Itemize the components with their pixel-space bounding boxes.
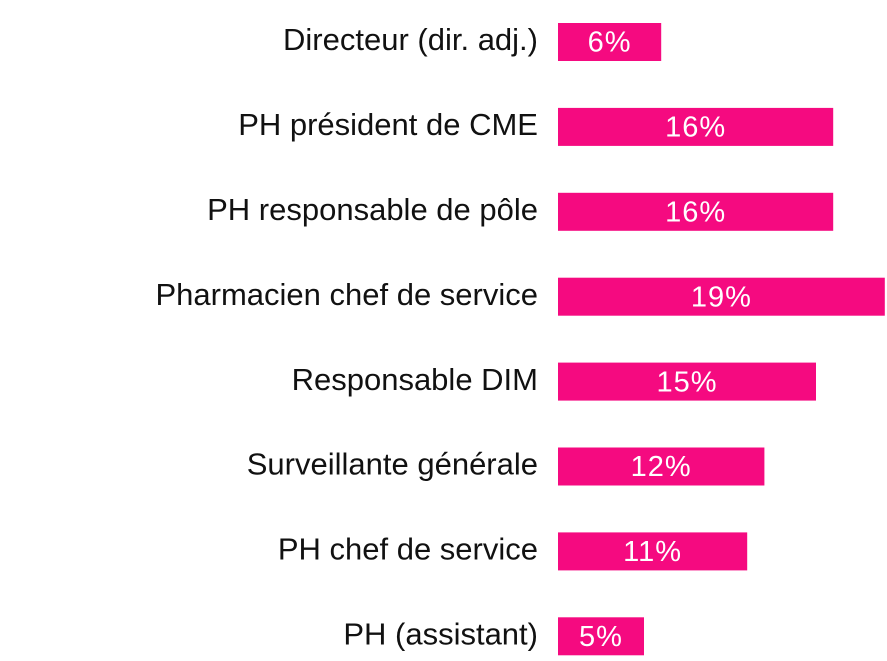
value-label: 6% <box>588 27 632 59</box>
category-label: Responsable DIM <box>292 362 538 397</box>
chart: Directeur (dir. adj.) 6% PH président de C… <box>0 0 887 661</box>
value-label: 5% <box>579 621 623 653</box>
category-label: PH responsable de pôle <box>207 192 538 227</box>
value-label: 15% <box>656 366 717 398</box>
value-label: 16% <box>665 112 726 144</box>
category-label: PH chef de service <box>278 532 538 567</box>
value-label: 19% <box>691 281 752 313</box>
value-label: 11% <box>623 536 682 568</box>
category-label: PH président de CME <box>238 107 538 142</box>
value-label: 12% <box>631 451 692 483</box>
category-label: Directeur (dir. adj.) <box>283 22 538 57</box>
category-label: Surveillante générale <box>247 447 538 482</box>
value-label: 16% <box>665 196 726 228</box>
category-label: Pharmacien chef de service <box>155 277 538 312</box>
category-label: PH (assistant) <box>343 616 538 651</box>
